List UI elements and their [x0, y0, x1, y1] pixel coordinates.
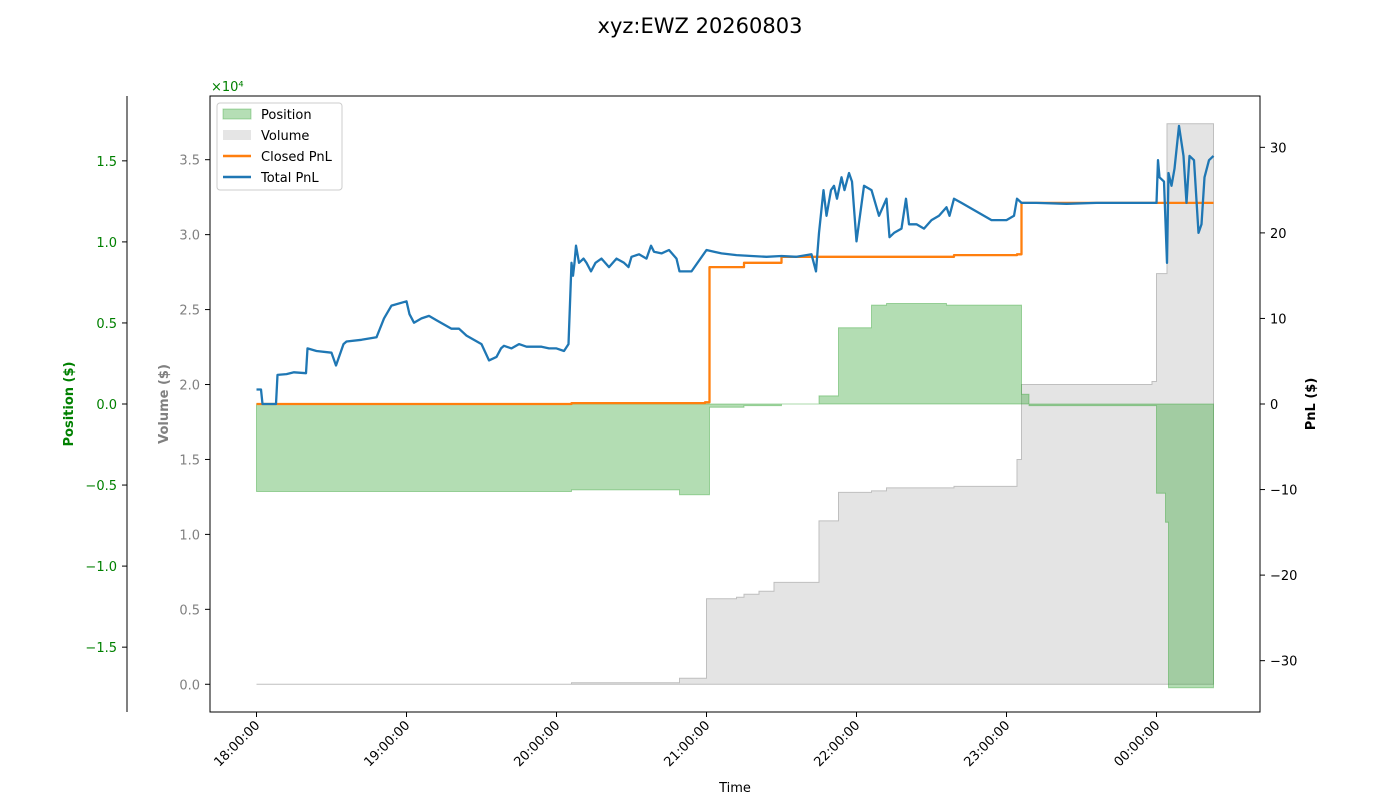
legend-frame	[216, 102, 343, 191]
closed-pnl-line	[256, 201, 1214, 406]
legend-position-label: Position	[261, 108, 312, 123]
chart-title: xyz:EWZ 20260803	[598, 14, 803, 38]
position-tick-label: 1.0	[96, 236, 117, 251]
pnl-tick-label: 10	[1270, 312, 1287, 327]
pnl-tick-label: 0	[1270, 398, 1278, 413]
position-tick-label: −1.0	[85, 560, 117, 575]
x-tick-label: 23:00:00	[961, 718, 1013, 770]
series-layer	[256, 123, 1215, 689]
position-tick-label: −0.5	[85, 479, 117, 494]
legend-volume-swatch	[223, 130, 251, 140]
total-pnl-line	[256, 124, 1215, 406]
position-axis-label: Position ($)	[62, 362, 77, 447]
position-exponent-label: ×10⁴	[211, 80, 244, 95]
volume-tick-label: 0.5	[179, 603, 200, 618]
x-axis-label: Time	[718, 781, 751, 796]
pnl-tick-label: −10	[1270, 484, 1297, 499]
position-tick-label: 0.5	[96, 317, 117, 332]
pnl-axis-label: PnL ($)	[1304, 378, 1319, 431]
position-tick-label: 0.0	[96, 398, 117, 413]
pnl-tick-label: −20	[1270, 569, 1297, 584]
volume-tick-label: 1.5	[179, 453, 200, 468]
pnl-tick-label: −30	[1270, 655, 1297, 670]
legend-position-swatch	[222, 108, 252, 120]
volume-tick-label: 1.0	[179, 528, 200, 543]
volume-area	[256, 123, 1214, 685]
x-tick-label: 22:00:00	[811, 718, 863, 770]
volume-tick-label: 3.0	[179, 229, 200, 244]
volume-tick-label: 2.0	[179, 379, 200, 394]
x-tick-label: 19:00:00	[361, 718, 413, 770]
x-tick-label: 21:00:00	[661, 718, 713, 770]
legend: Position Volume Closed PnL Total PnL	[216, 102, 343, 191]
pnl-tick-label: 20	[1270, 227, 1287, 242]
x-tick-label: 18:00:00	[211, 718, 263, 770]
volume-tick-label: 3.5	[179, 154, 200, 169]
x-tick-label: 20:00:00	[511, 718, 563, 770]
position-tick-label: −1.5	[85, 641, 117, 656]
position-tick-label: 1.5	[96, 155, 117, 170]
position-area	[256, 303, 1214, 689]
legend-total-pnl-label: Total PnL	[260, 171, 319, 186]
legend-volume-label: Volume	[261, 129, 309, 144]
x-tick-label: 00:00:00	[1111, 718, 1163, 770]
volume-tick-label: 0.0	[179, 678, 200, 693]
volume-tick-label: 2.5	[179, 304, 200, 319]
volume-axis-label: Volume ($)	[157, 364, 172, 444]
legend-closed-pnl-label: Closed PnL	[261, 150, 333, 165]
pnl-tick-label: 30	[1270, 141, 1287, 156]
